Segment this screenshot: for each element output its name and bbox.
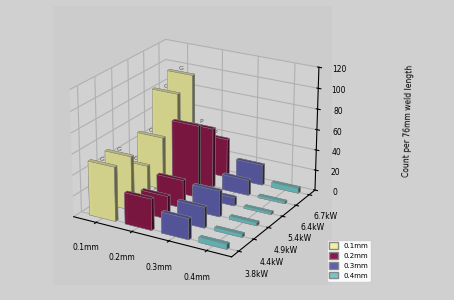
- Legend: 0.1mm, 0.2mm, 0.3mm, 0.4mm: 0.1mm, 0.2mm, 0.3mm, 0.4mm: [326, 240, 371, 281]
